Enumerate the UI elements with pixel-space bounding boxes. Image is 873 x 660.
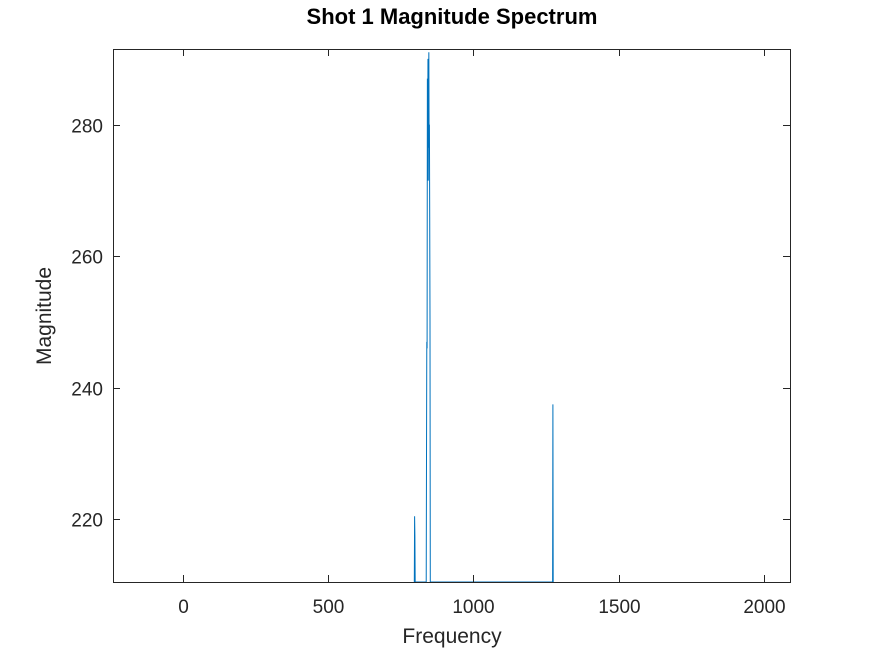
chart-title: Shot 1 Magnitude Spectrum <box>307 4 598 29</box>
x-axis-label: Frequency <box>402 625 502 648</box>
y-axis-label: Magnitude <box>33 267 56 365</box>
y-tick-label: 260 <box>71 248 103 269</box>
x-tick-label: 1500 <box>598 597 640 618</box>
y-tick-label: 240 <box>71 380 103 401</box>
x-tick-label: 500 <box>313 597 345 618</box>
x-tick-label: 1000 <box>452 597 494 618</box>
x-tick-label: 0 <box>178 597 189 618</box>
ticks-layer: 0 500 1000 1500 2000 220 240 260 280 <box>71 49 790 618</box>
axes-box <box>113 49 791 583</box>
plot-area <box>113 49 790 582</box>
x-tick-label: 2000 <box>743 597 785 618</box>
y-tick-label: 220 <box>71 511 103 532</box>
y-tick-label: 280 <box>71 117 103 138</box>
